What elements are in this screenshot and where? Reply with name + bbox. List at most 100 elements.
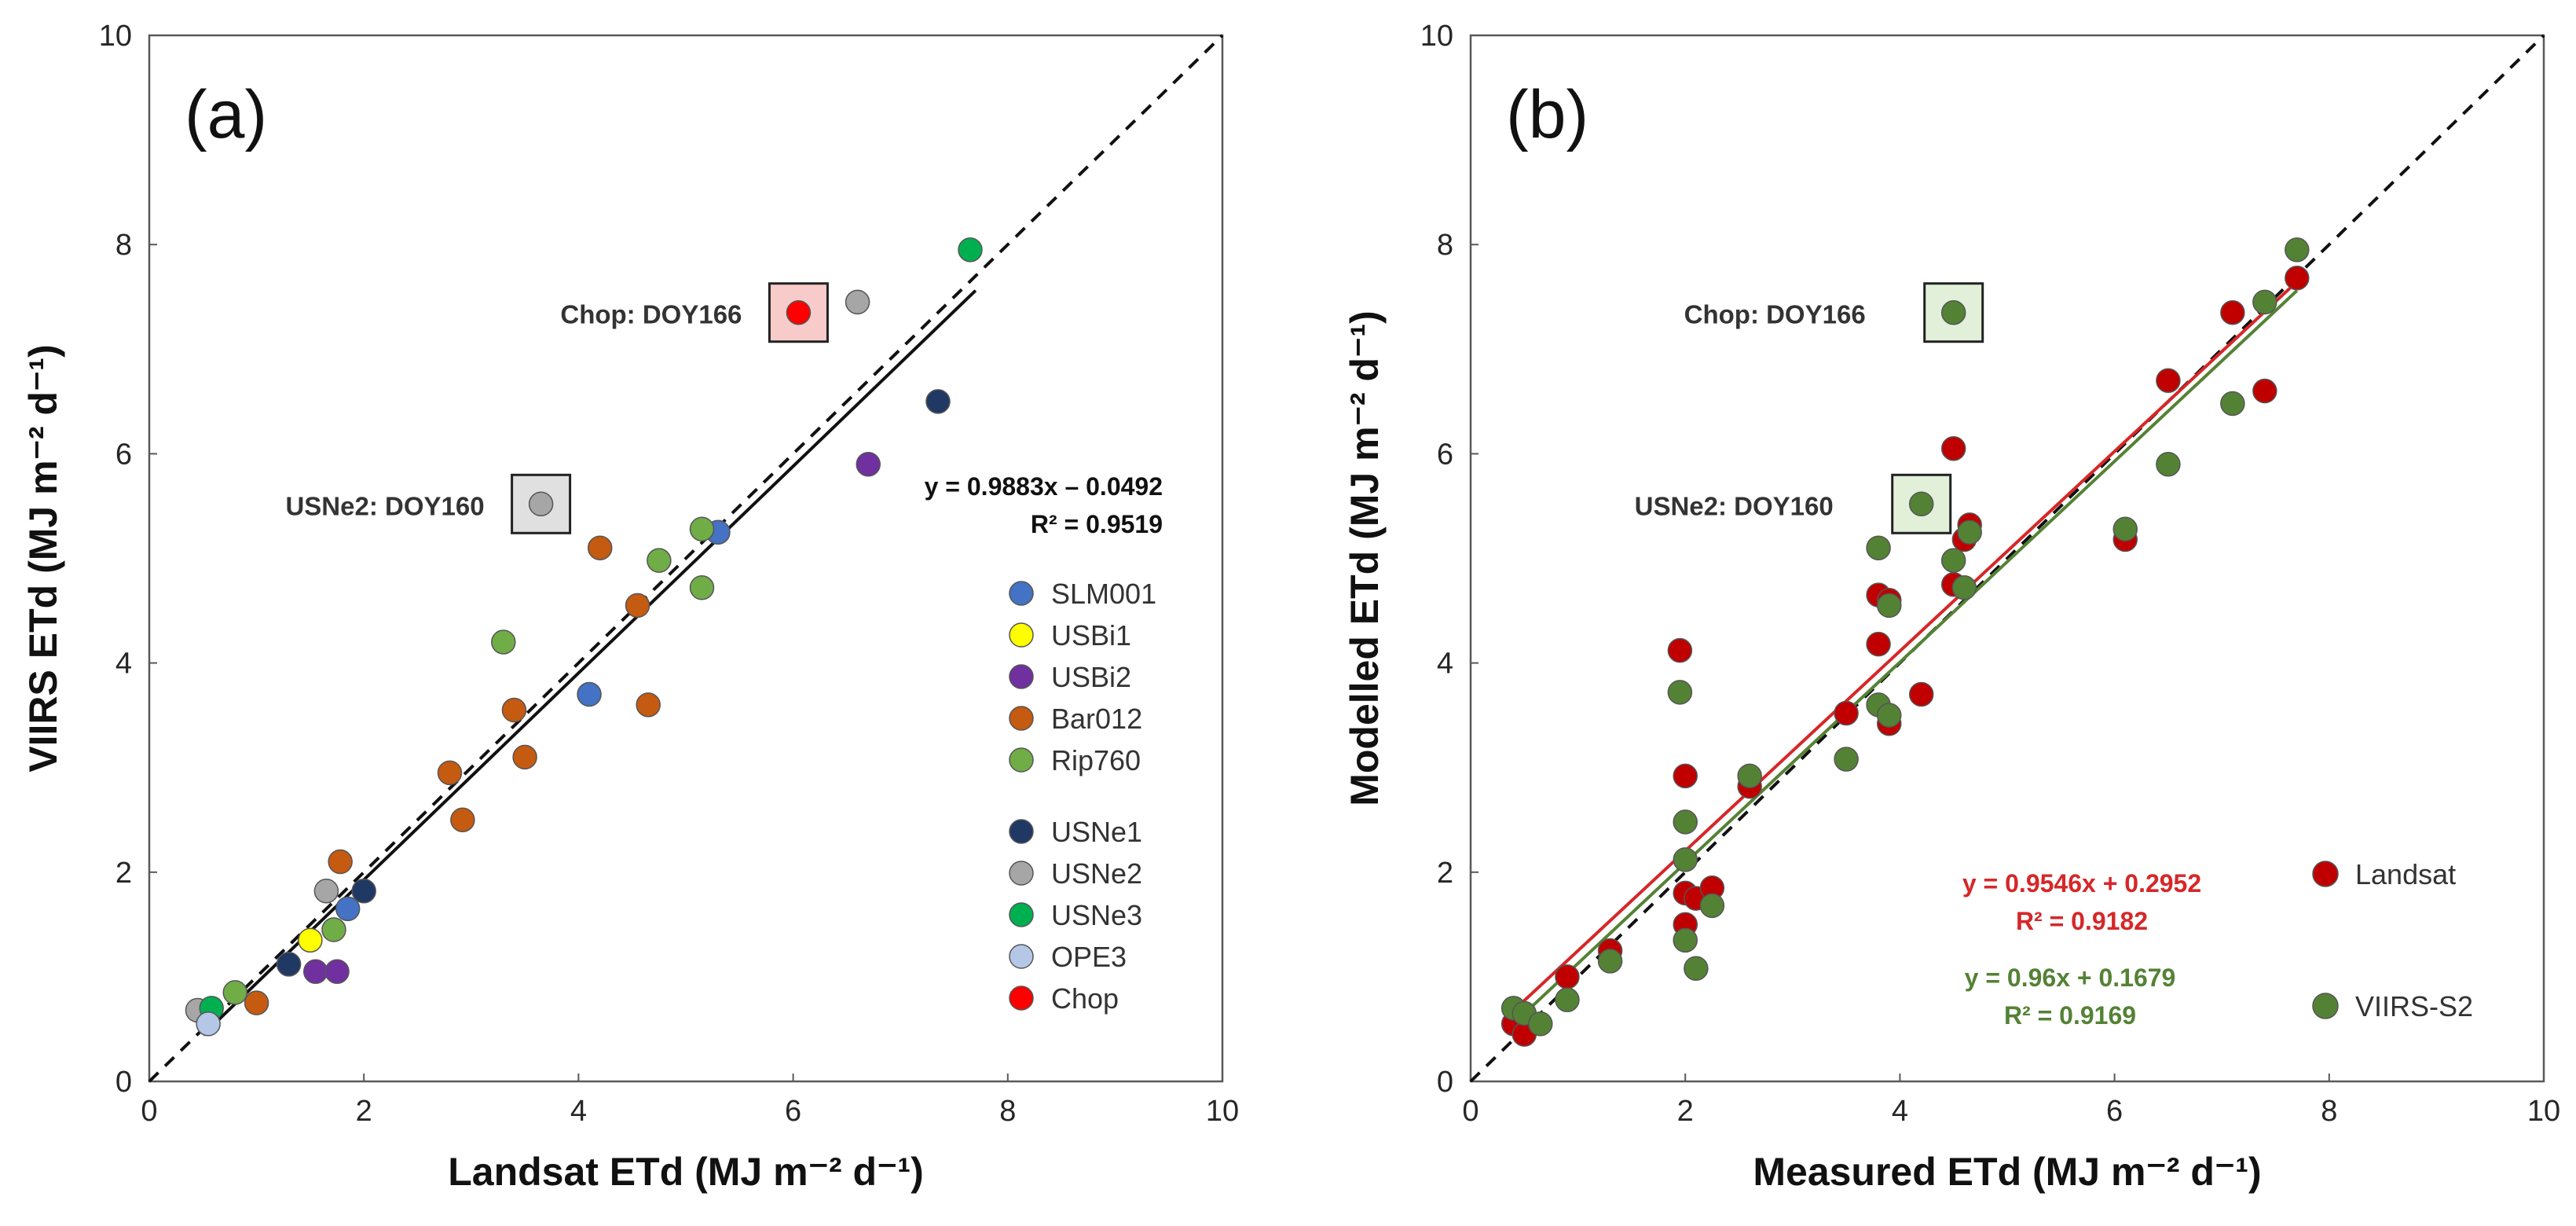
legend-marker <box>1009 664 1034 689</box>
data-point <box>1555 987 1580 1012</box>
data-point <box>1834 700 1859 726</box>
legend-item: Chop <box>1009 982 1119 1015</box>
data-point <box>1737 763 1762 789</box>
data-point <box>577 681 602 707</box>
data-point <box>244 990 269 1015</box>
data-point <box>321 917 346 942</box>
data-point <box>328 849 353 875</box>
legend-marker <box>2312 861 2339 887</box>
data-point <box>1940 435 1966 461</box>
legend: SLM001 USBi1 USBi2 Bar012 Rip760 USNe1 USNe2 US… <box>1009 578 1156 1015</box>
legend-marker <box>1009 622 1034 648</box>
series-ope3 <box>196 1011 221 1037</box>
plot-frame <box>1469 34 2545 1083</box>
legend-label: USNe2 <box>1051 857 1142 890</box>
data-point <box>2112 516 2138 541</box>
data-point <box>528 491 554 517</box>
y-tick-label: 6 <box>115 438 132 471</box>
y-tick-label: 8 <box>1437 229 1453 262</box>
data-point <box>925 389 951 414</box>
data-point <box>845 289 870 315</box>
regression-line-viirs-s2 <box>1512 289 2299 1026</box>
one-to-one-line <box>148 34 1224 1083</box>
fit-r2: R² = 0.9519 <box>1031 510 1163 538</box>
legend-item: Landsat <box>2312 858 2456 890</box>
x-axis-label: Measured ETd (MJ m⁻² d⁻¹) <box>1753 1150 2261 1194</box>
data-point <box>335 896 361 922</box>
data-point <box>786 299 812 325</box>
annotation-label: USNe2: DOY160 <box>1635 491 1834 520</box>
legend-item: USNe1 <box>1009 816 1142 848</box>
x-tick-label: 10 <box>2527 1095 2560 1128</box>
series-slm001 <box>335 519 731 922</box>
data-point <box>1673 763 1698 789</box>
data-point <box>1673 927 1698 953</box>
data-point <box>1528 1011 1553 1037</box>
legend-marker <box>1009 944 1034 969</box>
data-point <box>1957 519 1982 545</box>
data-point <box>587 535 613 560</box>
data-point <box>1876 703 1902 728</box>
data-point <box>689 516 715 541</box>
y-axis-label: VIIRS ETd (MJ m⁻² d⁻¹) <box>21 344 65 772</box>
data-point <box>313 879 339 904</box>
data-point <box>512 744 537 770</box>
x-tick-label: 4 <box>1892 1095 1908 1128</box>
y-tick-label: 4 <box>1437 648 1453 681</box>
data-point <box>2156 451 2181 477</box>
data-point <box>2285 266 2310 291</box>
series-chop <box>786 299 812 325</box>
x-tick-label: 8 <box>999 1095 1016 1128</box>
data-point <box>2252 378 2277 404</box>
data-point <box>2220 391 2245 417</box>
data-point <box>1834 747 1859 772</box>
legend-label: SLM001 <box>1051 578 1156 610</box>
y-tick-label: 10 <box>99 20 132 53</box>
legend-item: Rip760 <box>1009 744 1141 776</box>
series-viirs-s2 <box>1501 237 2310 1037</box>
panel-label: (b) <box>1506 77 1588 152</box>
data-point <box>302 959 328 984</box>
annotation-label: USNe2: DOY160 <box>285 491 484 520</box>
x-tick-label: 2 <box>1677 1095 1694 1128</box>
legend-label: VIIRS-S2 <box>2355 990 2473 1022</box>
legend-label: USNe3 <box>1051 899 1142 931</box>
legend-item: VIIRS-S2 <box>2312 990 2473 1022</box>
x-tick-label: 0 <box>1462 1095 1479 1128</box>
legend-marker <box>1009 902 1034 927</box>
legend-label: USBi2 <box>1051 661 1131 693</box>
data-point <box>1866 631 1891 657</box>
legend-label: Bar012 <box>1051 703 1142 735</box>
series-usne3 <box>199 237 983 1021</box>
data-point <box>1667 680 1693 705</box>
data-point <box>1940 548 1966 573</box>
data-point <box>1951 575 1977 600</box>
legend-label: Rip760 <box>1051 744 1141 776</box>
legend-item: USBi2 <box>1009 661 1131 693</box>
legend-marker <box>1009 581 1034 606</box>
data-point <box>450 807 475 832</box>
y-tick-label: 6 <box>1437 438 1453 471</box>
legend-label: Chop <box>1051 982 1119 1015</box>
y-tick-label: 2 <box>1437 857 1453 890</box>
panel-a: 0 2 4 6 8 10 0 2 4 6 8 10 Landsat ETd (MJ m⁻² d⁻¹) VI… <box>21 20 1239 1194</box>
annotation-label: Chop: DOY166 <box>1684 300 1866 329</box>
data-point <box>2252 289 2277 315</box>
legend-marker <box>1009 747 1034 773</box>
legend-item: Bar012 <box>1009 703 1142 735</box>
data-point <box>1876 593 1902 619</box>
data-point <box>1940 299 1966 325</box>
series-usne1 <box>276 389 951 977</box>
data-point <box>491 630 516 655</box>
legend-label: USBi1 <box>1051 619 1131 652</box>
y-tick-label: 10 <box>1420 20 1453 53</box>
data-point <box>276 952 302 977</box>
data-point <box>1699 893 1725 919</box>
legend-marker <box>1009 861 1034 886</box>
data-point <box>1667 637 1693 663</box>
plot-frame <box>148 34 1224 1083</box>
x-tick-label: 6 <box>2106 1095 2123 1128</box>
data-point <box>2156 368 2181 393</box>
x-tick-label: 10 <box>1206 1095 1239 1128</box>
